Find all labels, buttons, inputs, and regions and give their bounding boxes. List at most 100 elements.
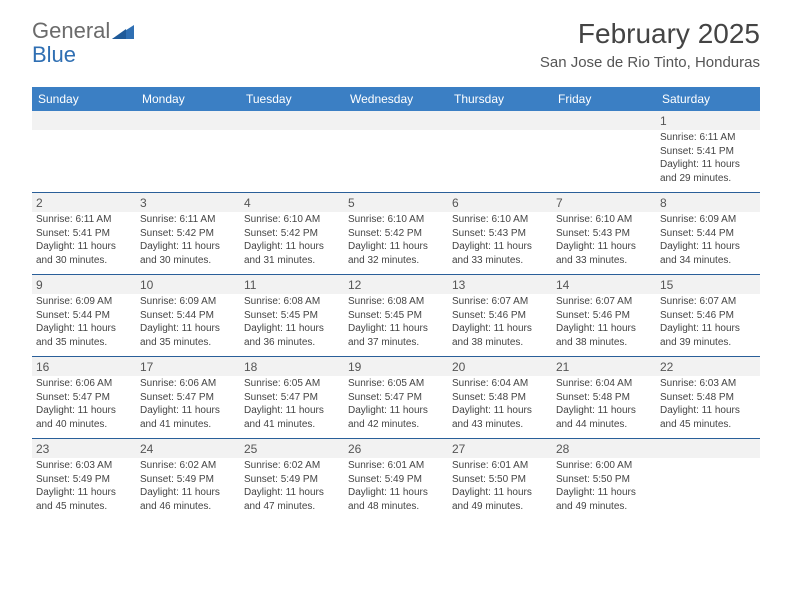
sunrise-line: Sunrise: 6:11 AM	[140, 213, 236, 227]
day-cell	[344, 130, 448, 192]
sunrise-line: Sunrise: 6:03 AM	[36, 459, 132, 473]
day-number-row: 9101112131415	[32, 275, 760, 294]
weekday-header: Tuesday	[240, 87, 344, 111]
day-number-cell: 28	[552, 439, 656, 458]
weekday-header: Wednesday	[344, 87, 448, 111]
sunrise-line: Sunrise: 6:04 AM	[452, 377, 548, 391]
sunset-line: Sunset: 5:46 PM	[556, 309, 652, 323]
day-number-cell: 17	[136, 357, 240, 376]
day-number-cell: 13	[448, 275, 552, 294]
day-number-cell: 9	[32, 275, 136, 294]
day-cell: Sunrise: 6:03 AMSunset: 5:49 PMDaylight:…	[32, 458, 136, 520]
day-cell: Sunrise: 6:07 AMSunset: 5:46 PMDaylight:…	[448, 294, 552, 356]
sunset-line: Sunset: 5:49 PM	[36, 473, 132, 487]
daylight-line: Daylight: 11 hours and 45 minutes.	[660, 404, 756, 431]
sunset-line: Sunset: 5:45 PM	[244, 309, 340, 323]
daylight-line: Daylight: 11 hours and 35 minutes.	[140, 322, 236, 349]
sunrise-line: Sunrise: 6:08 AM	[348, 295, 444, 309]
day-cell: Sunrise: 6:06 AMSunset: 5:47 PMDaylight:…	[136, 376, 240, 438]
daylight-line: Daylight: 11 hours and 33 minutes.	[452, 240, 548, 267]
day-number-row: 232425262728	[32, 439, 760, 458]
daylight-line: Daylight: 11 hours and 41 minutes.	[140, 404, 236, 431]
sunrise-line: Sunrise: 6:02 AM	[244, 459, 340, 473]
day-number-cell	[344, 111, 448, 130]
day-number-cell: 22	[656, 357, 760, 376]
location-label: San Jose de Rio Tinto, Honduras	[540, 54, 760, 71]
day-number-cell: 6	[448, 193, 552, 212]
sunrise-line: Sunrise: 6:10 AM	[452, 213, 548, 227]
day-cell: Sunrise: 6:11 AMSunset: 5:41 PMDaylight:…	[656, 130, 760, 192]
logo-text-blue: Blue	[32, 42, 76, 68]
daylight-line: Daylight: 11 hours and 31 minutes.	[244, 240, 340, 267]
sunrise-line: Sunrise: 6:05 AM	[348, 377, 444, 391]
sunset-line: Sunset: 5:50 PM	[452, 473, 548, 487]
daylight-line: Daylight: 11 hours and 30 minutes.	[36, 240, 132, 267]
day-number-cell: 4	[240, 193, 344, 212]
sunrise-line: Sunrise: 6:01 AM	[348, 459, 444, 473]
day-number-cell: 26	[344, 439, 448, 458]
day-number-cell: 2	[32, 193, 136, 212]
daylight-line: Daylight: 11 hours and 32 minutes.	[348, 240, 444, 267]
day-number-cell: 14	[552, 275, 656, 294]
day-number-cell	[656, 439, 760, 458]
day-number-cell: 7	[552, 193, 656, 212]
daylight-line: Daylight: 11 hours and 44 minutes.	[556, 404, 652, 431]
day-cell	[448, 130, 552, 192]
sunset-line: Sunset: 5:48 PM	[660, 391, 756, 405]
sunrise-line: Sunrise: 6:07 AM	[660, 295, 756, 309]
weekday-header: Monday	[136, 87, 240, 111]
day-cell: Sunrise: 6:10 AMSunset: 5:42 PMDaylight:…	[240, 212, 344, 274]
day-number-cell: 21	[552, 357, 656, 376]
week-body-row: Sunrise: 6:06 AMSunset: 5:47 PMDaylight:…	[32, 376, 760, 439]
day-cell: Sunrise: 6:05 AMSunset: 5:47 PMDaylight:…	[240, 376, 344, 438]
sunrise-line: Sunrise: 6:03 AM	[660, 377, 756, 391]
day-number-cell: 27	[448, 439, 552, 458]
sunrise-line: Sunrise: 6:08 AM	[244, 295, 340, 309]
sunrise-line: Sunrise: 6:07 AM	[556, 295, 652, 309]
sunrise-line: Sunrise: 6:10 AM	[244, 213, 340, 227]
sunset-line: Sunset: 5:49 PM	[348, 473, 444, 487]
daylight-line: Daylight: 11 hours and 45 minutes.	[36, 486, 132, 513]
day-number-cell: 19	[344, 357, 448, 376]
sunset-line: Sunset: 5:44 PM	[36, 309, 132, 323]
day-cell: Sunrise: 6:09 AMSunset: 5:44 PMDaylight:…	[32, 294, 136, 356]
daylight-line: Daylight: 11 hours and 37 minutes.	[348, 322, 444, 349]
day-number-cell: 20	[448, 357, 552, 376]
sunset-line: Sunset: 5:47 PM	[140, 391, 236, 405]
sunset-line: Sunset: 5:50 PM	[556, 473, 652, 487]
day-cell	[656, 458, 760, 520]
sunrise-line: Sunrise: 6:09 AM	[660, 213, 756, 227]
daylight-line: Daylight: 11 hours and 38 minutes.	[452, 322, 548, 349]
sunset-line: Sunset: 5:49 PM	[140, 473, 236, 487]
day-number-cell: 23	[32, 439, 136, 458]
daylight-line: Daylight: 11 hours and 42 minutes.	[348, 404, 444, 431]
day-number-cell	[552, 111, 656, 130]
sunrise-line: Sunrise: 6:06 AM	[140, 377, 236, 391]
week-body-row: Sunrise: 6:03 AMSunset: 5:49 PMDaylight:…	[32, 458, 760, 520]
sunset-line: Sunset: 5:48 PM	[556, 391, 652, 405]
sunrise-line: Sunrise: 6:10 AM	[556, 213, 652, 227]
day-cell: Sunrise: 6:10 AMSunset: 5:43 PMDaylight:…	[448, 212, 552, 274]
sunset-line: Sunset: 5:42 PM	[244, 227, 340, 241]
daylight-line: Daylight: 11 hours and 48 minutes.	[348, 486, 444, 513]
day-cell: Sunrise: 6:02 AMSunset: 5:49 PMDaylight:…	[240, 458, 344, 520]
daylight-line: Daylight: 11 hours and 41 minutes.	[244, 404, 340, 431]
day-cell: Sunrise: 6:02 AMSunset: 5:49 PMDaylight:…	[136, 458, 240, 520]
sunset-line: Sunset: 5:47 PM	[36, 391, 132, 405]
day-cell: Sunrise: 6:08 AMSunset: 5:45 PMDaylight:…	[344, 294, 448, 356]
sunrise-line: Sunrise: 6:05 AM	[244, 377, 340, 391]
day-cell: Sunrise: 6:04 AMSunset: 5:48 PMDaylight:…	[448, 376, 552, 438]
day-number-cell	[448, 111, 552, 130]
sunrise-line: Sunrise: 6:02 AM	[140, 459, 236, 473]
day-cell: Sunrise: 6:01 AMSunset: 5:49 PMDaylight:…	[344, 458, 448, 520]
logo-triangle-icon	[112, 23, 134, 39]
day-cell: Sunrise: 6:11 AMSunset: 5:42 PMDaylight:…	[136, 212, 240, 274]
day-cell: Sunrise: 6:10 AMSunset: 5:43 PMDaylight:…	[552, 212, 656, 274]
title-block: February 2025 San Jose de Rio Tinto, Hon…	[540, 18, 760, 71]
day-number-cell	[136, 111, 240, 130]
sunset-line: Sunset: 5:47 PM	[244, 391, 340, 405]
sunset-line: Sunset: 5:45 PM	[348, 309, 444, 323]
sunset-line: Sunset: 5:43 PM	[452, 227, 548, 241]
day-number-row: 2345678	[32, 193, 760, 212]
day-number-cell: 18	[240, 357, 344, 376]
